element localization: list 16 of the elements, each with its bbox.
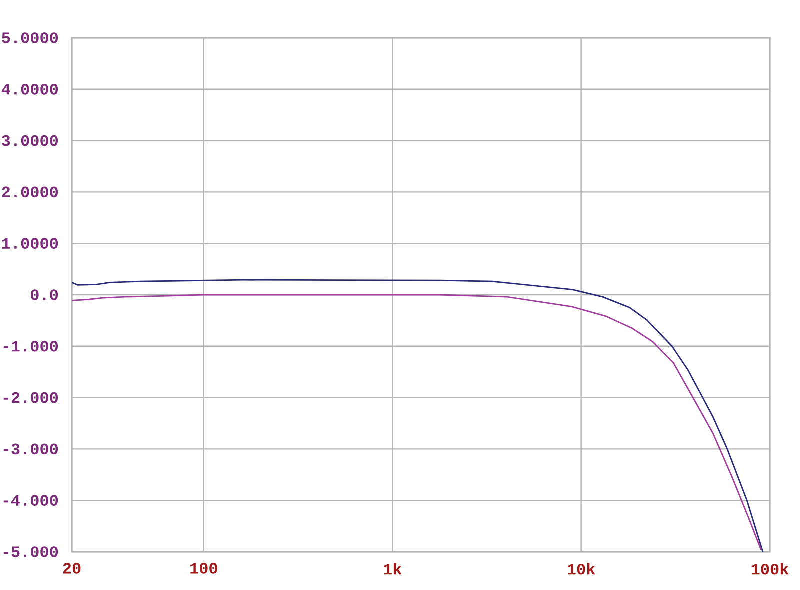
y-tick-label: -5.000 <box>4 546 58 558</box>
y-tick-label: -3.000 <box>4 444 58 455</box>
x-tick-label: 100k <box>752 563 789 575</box>
y-tick-label: 3.0000 <box>2 135 58 146</box>
x-tick-label: 100 <box>190 563 218 574</box>
y-tick-label: -2.000 <box>4 392 58 404</box>
y-tick-label: 2.0000 <box>2 186 58 198</box>
y-tick-label: 5.0000 <box>2 32 58 44</box>
x-tick-label: 1k <box>384 563 402 575</box>
y-tick-label: -1.000 <box>4 340 58 352</box>
y-tick-label: -4.000 <box>4 495 58 506</box>
x-tick-label: 10k <box>568 563 596 575</box>
y-tick-label: 0.0 <box>31 290 58 300</box>
y-tick-label: 1.0000 <box>2 238 58 250</box>
y-tick-label: 4.0000 <box>2 84 58 95</box>
x-tick-label: 20 <box>63 563 81 574</box>
